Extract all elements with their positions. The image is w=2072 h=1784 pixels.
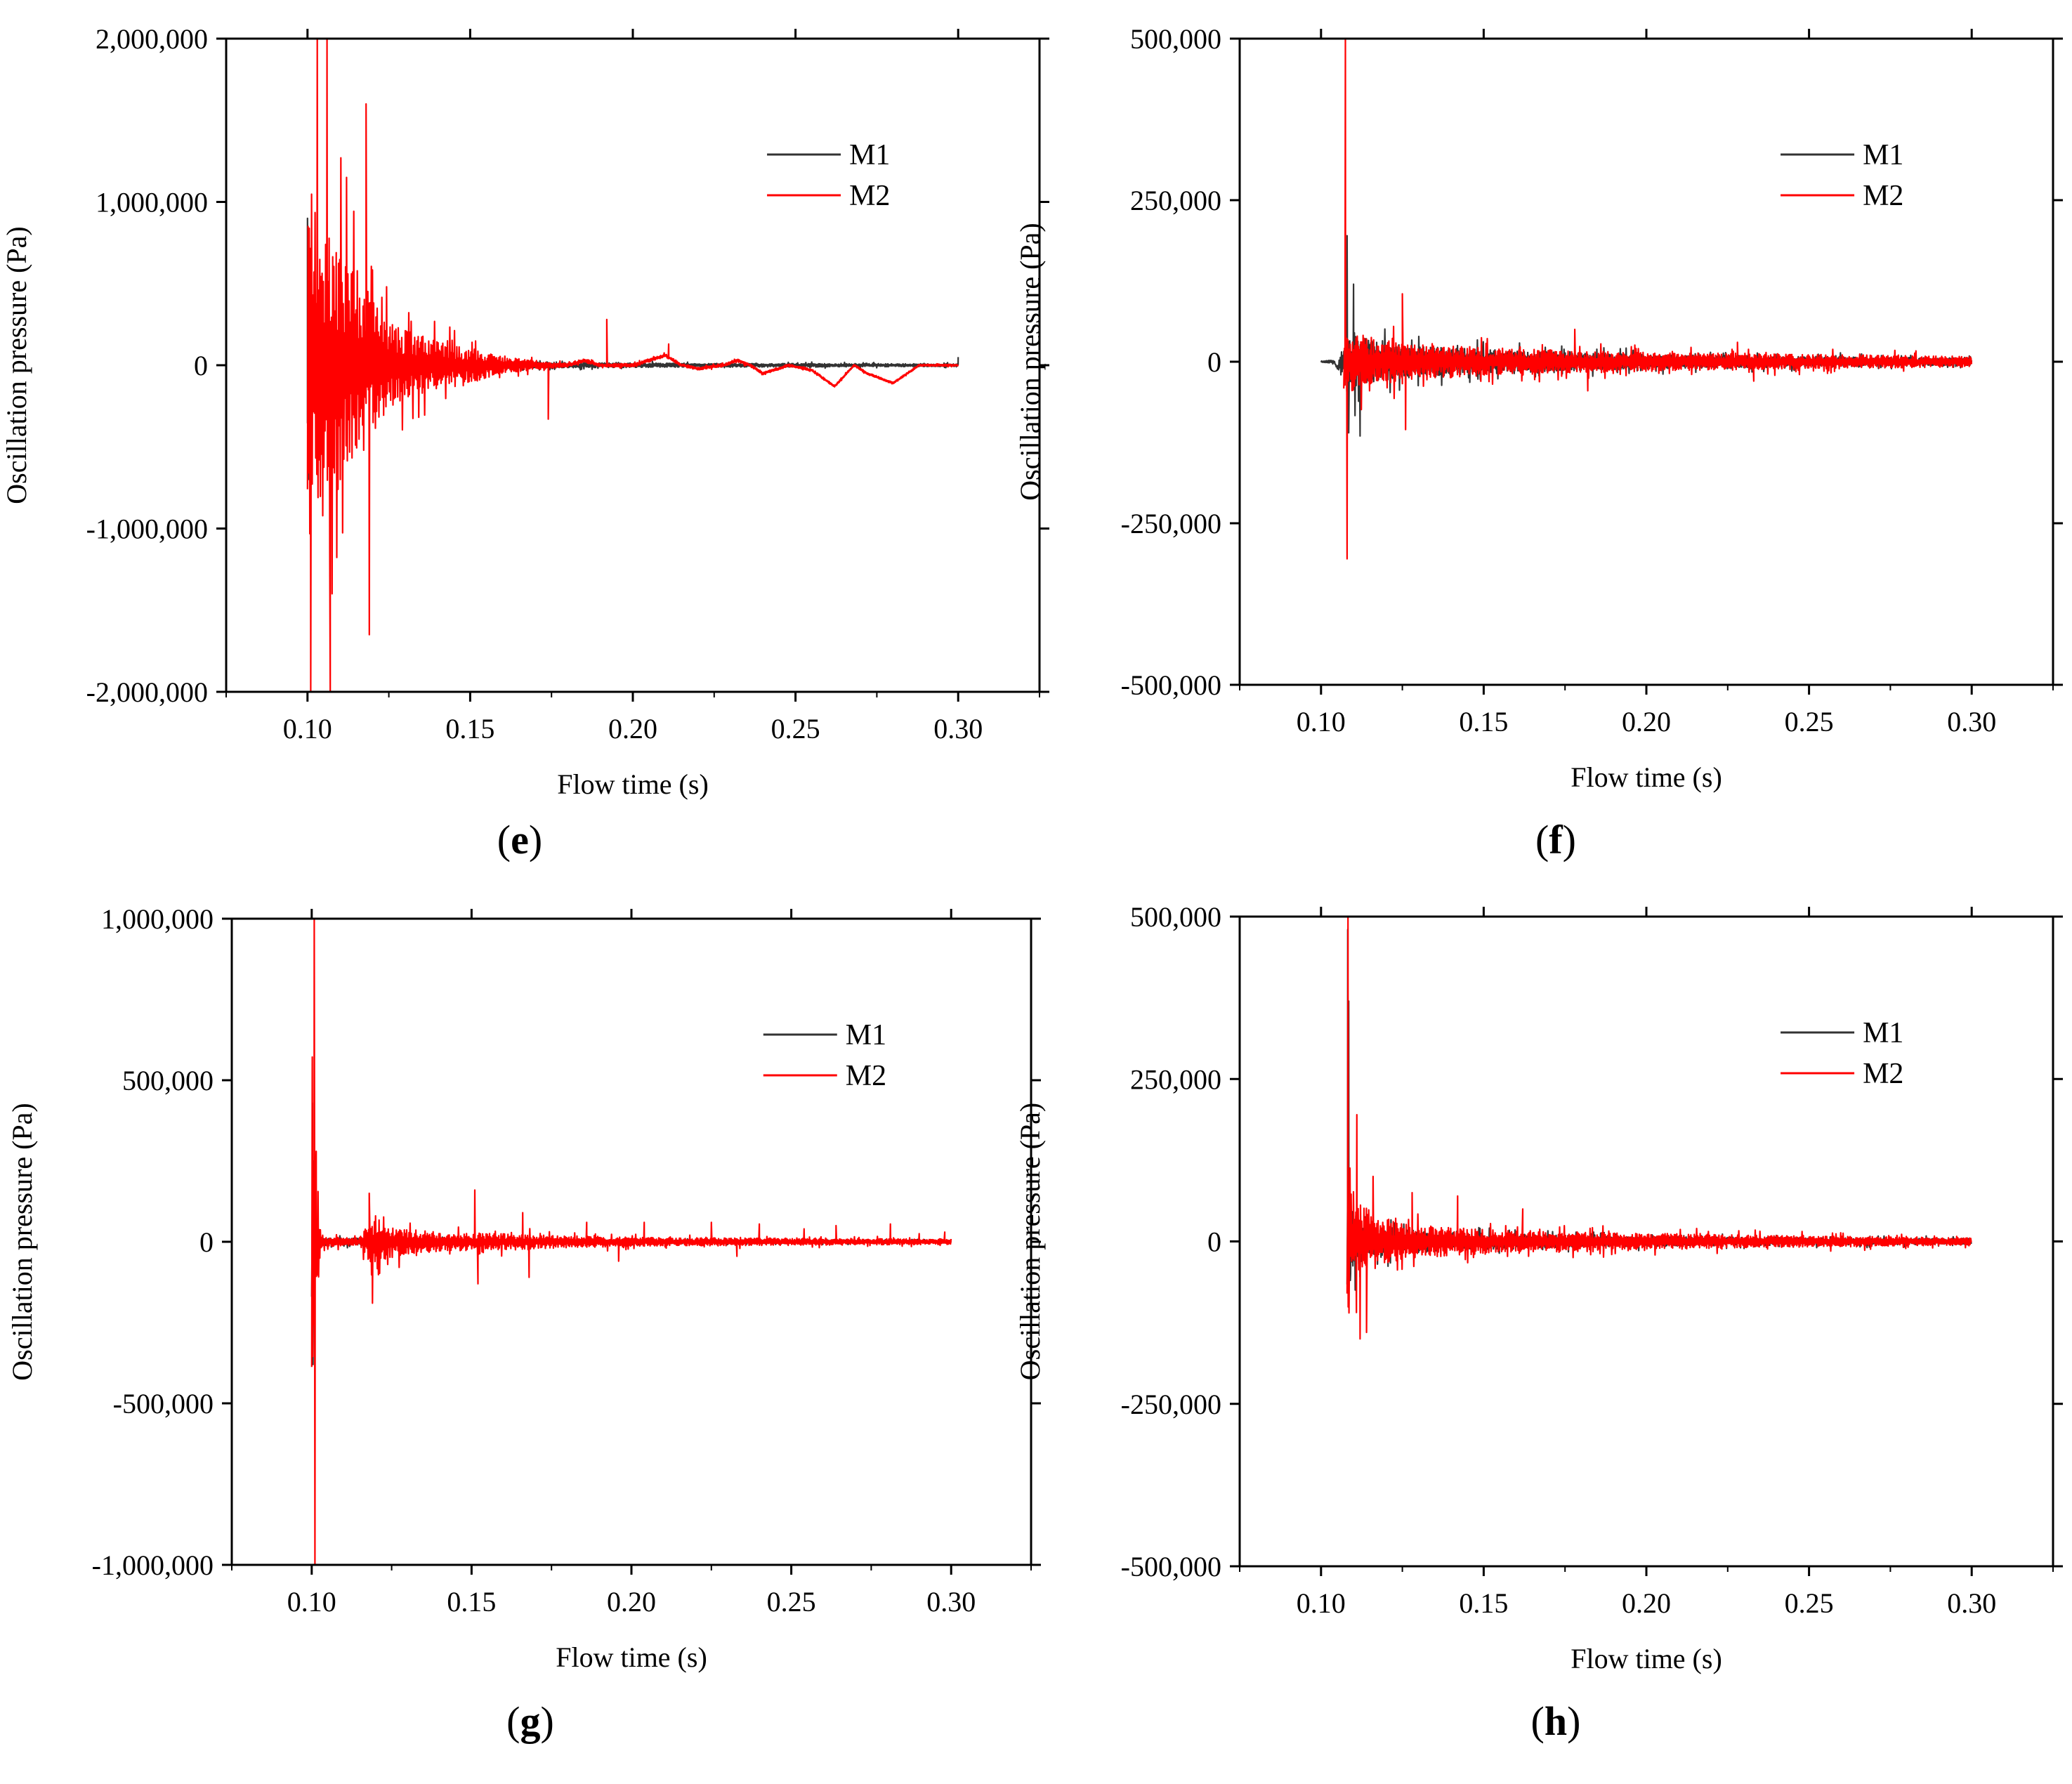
x-tick-label: 0.15 xyxy=(445,713,494,745)
y-tick-label: 500,000 xyxy=(1130,23,1221,55)
y-tick-label: 250,000 xyxy=(1130,185,1221,216)
x-tick-label: 0.20 xyxy=(1622,1587,1671,1619)
y-axis-title: Oscillation pressure (Pa) xyxy=(1,226,32,504)
legend-label-m2: M2 xyxy=(1863,180,1903,212)
chart-panel-h: 0.10 0.15 0.20 0.25 0.30 -500,000 -250,000 0 250… xyxy=(1014,901,2063,1744)
chart-panel-f: 0.10 0.15 0.20 0.25 0.30 -500,000 -250,000 0 250… xyxy=(1014,23,2063,863)
x-tick-label: 0.10 xyxy=(1297,706,1346,737)
legend-label-m2: M2 xyxy=(1863,1058,1903,1090)
series-line-m2 xyxy=(306,39,959,692)
x-axis-title: Flow time (s) xyxy=(1571,1643,1722,1674)
y-tick-label: 500,000 xyxy=(1130,901,1221,933)
y-tick-label: 0 xyxy=(1207,346,1221,378)
x-axis-title: Flow time (s) xyxy=(556,1641,707,1673)
y-tick-label: -250,000 xyxy=(1121,508,1221,539)
x-tick-label: 0.10 xyxy=(1297,1587,1346,1619)
x-tick-label: 0.15 xyxy=(1459,706,1508,737)
x-tick-label: 0.25 xyxy=(771,713,820,745)
y-tick-label: 0 xyxy=(194,350,208,381)
y-tick-label: -1,000,000 xyxy=(92,1549,214,1581)
plot-area xyxy=(306,39,959,692)
x-tick-label: 0.30 xyxy=(933,713,983,745)
x-tick-label: 0.15 xyxy=(1459,1587,1508,1619)
x-tick-label: 0.15 xyxy=(447,1586,496,1618)
y-tick-label: -500,000 xyxy=(1121,669,1221,701)
x-axis-title: Flow time (s) xyxy=(1571,761,1722,793)
y-tick-label: 0 xyxy=(1207,1226,1221,1258)
panel-label: (h) xyxy=(1531,1698,1581,1744)
y-tick-label: -500,000 xyxy=(1121,1551,1221,1582)
x-tick-label: 0.20 xyxy=(608,713,657,745)
plot-area xyxy=(310,919,952,1565)
y-tick-label: 1,000,000 xyxy=(101,903,214,935)
chart-panel-e: 0.10 0.15 0.20 0.25 0.30 -2,000,000 -1,000,000… xyxy=(1,23,1049,863)
x-tick-label: 0.25 xyxy=(1785,1587,1834,1619)
legend-label-m1: M1 xyxy=(846,1019,886,1051)
x-tick-label: 0.10 xyxy=(283,713,332,745)
x-tick-label: 0.25 xyxy=(767,1586,816,1618)
y-tick-label: -250,000 xyxy=(1121,1389,1221,1420)
y-tick-label: -500,000 xyxy=(113,1388,214,1419)
y-tick-label: 250,000 xyxy=(1130,1063,1221,1095)
y-tick-label: -2,000,000 xyxy=(86,676,208,708)
legend-label-m2: M2 xyxy=(846,1060,886,1092)
series-line-m1 xyxy=(310,1102,952,1365)
x-tick-label: 0.25 xyxy=(1785,706,1834,737)
y-tick-label: 1,000,000 xyxy=(96,187,208,218)
x-tick-label: 0.30 xyxy=(926,1586,976,1618)
chart-panel-g: 0.10 0.15 0.20 0.25 0.30 -1,000,000 -500,000 0 5… xyxy=(6,903,1041,1744)
x-tick-label: 0.30 xyxy=(1947,706,1996,737)
y-tick-label: 0 xyxy=(199,1226,214,1258)
y-tick-label: -1,000,000 xyxy=(86,513,208,545)
series-line-m1 xyxy=(1320,235,1973,437)
legend-label-m2: M2 xyxy=(849,180,890,212)
panel-label: (g) xyxy=(506,1698,554,1744)
x-axis-title: Flow time (s) xyxy=(557,768,709,800)
x-tick-label: 0.10 xyxy=(287,1586,336,1618)
y-axis-title: Oscillation pressure (Pa) xyxy=(1014,1103,1046,1380)
series-line-m2 xyxy=(1343,39,1973,560)
y-axis-title: Oscillation pressure (Pa) xyxy=(6,1103,38,1380)
legend-label-m1: M1 xyxy=(849,139,890,171)
panel-label: (e) xyxy=(497,817,542,863)
legend-label-m1: M1 xyxy=(1863,139,1903,171)
legend-label-m1: M1 xyxy=(1863,1017,1903,1049)
y-tick-label: 2,000,000 xyxy=(96,23,208,55)
series-line-m2 xyxy=(310,919,952,1565)
panel-label: (f) xyxy=(1535,817,1576,863)
y-tick-label: 500,000 xyxy=(122,1065,214,1096)
series-line-m2 xyxy=(1346,917,1972,1340)
y-axis-title: Oscillation pressure (Pa) xyxy=(1014,223,1046,500)
plot-area xyxy=(1320,39,1973,560)
plot-area xyxy=(1346,917,1972,1340)
x-tick-label: 0.20 xyxy=(1622,706,1671,737)
x-tick-label: 0.30 xyxy=(1947,1587,1996,1619)
x-tick-label: 0.20 xyxy=(607,1586,656,1618)
